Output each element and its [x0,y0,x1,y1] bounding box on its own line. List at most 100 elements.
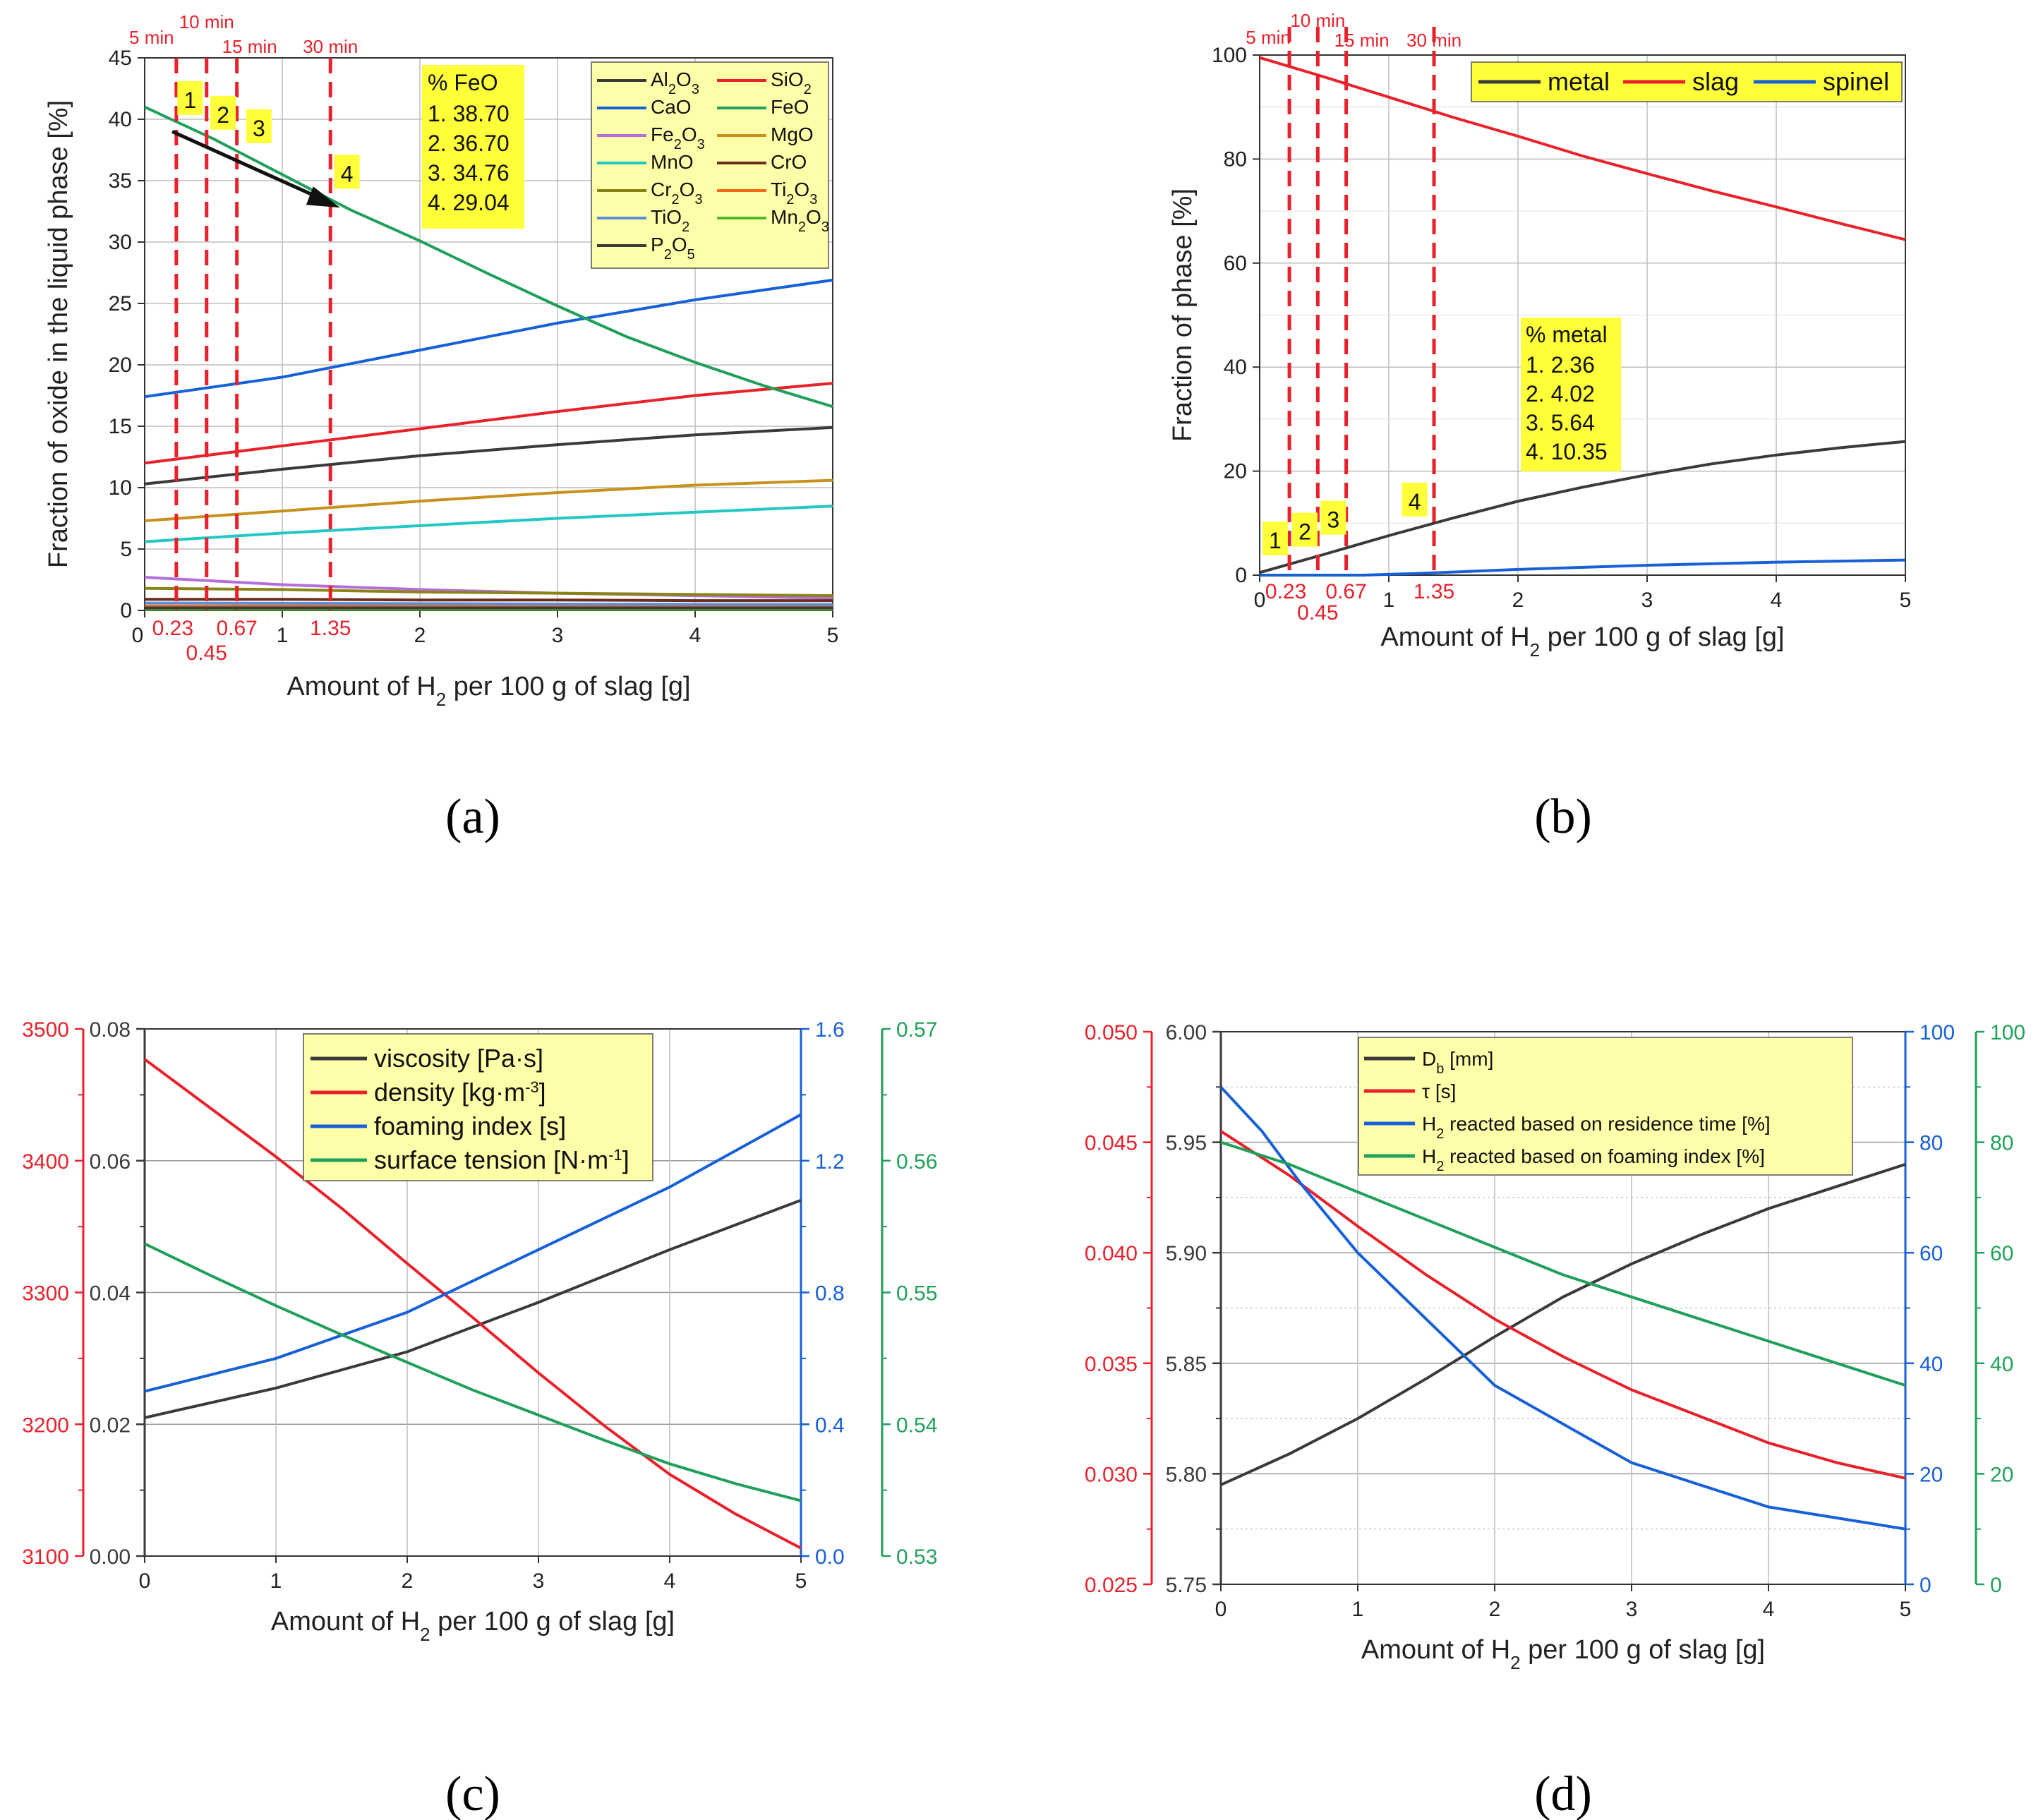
panel-d: 0 1 2 3 4 5 Amount of H2 per 100 g of slag [g]… [1085,1021,2025,1673]
marker-box [210,95,236,130]
axis-tick-label: 60 [1990,1242,2013,1265]
legend-item: MnO [651,151,694,173]
axis-tick-label: 1.6 [815,1018,845,1042]
marker-box [1292,512,1318,547]
x-axis-title: Amount of H2 per 100 g of slag [g] [1380,622,1784,661]
y-tick-label: 5 [120,538,132,561]
axis-tick-label: 80 [1990,1132,2013,1155]
x-value-label: 1.35 [310,617,351,640]
legend-box [591,61,829,269]
legend-item: foaming index [s] [374,1111,566,1140]
x-tick-label: 1 [1383,589,1395,612]
legend-item: H2 reacted based on residence time [%] [1422,1113,1771,1142]
x-tick-label: 3 [1641,589,1653,612]
time-label: 30 min [1406,30,1462,51]
metal-annotation-line: 4. 10.35 [1526,439,1608,464]
time-label: 15 min [222,36,277,57]
metal-annotation-box [1521,318,1621,471]
legend-item: CaO [651,96,692,118]
metal-annotation-line: 1. 2.36 [1526,352,1595,378]
y-tick-label: 0 [120,599,132,622]
series-MgO [144,478,833,522]
plot-frame [1259,54,1906,576]
time-label: 30 min [303,36,358,57]
axis-tick-label: 5.90 [1166,1242,1207,1265]
time-label: 5 min [129,27,174,48]
axis-tick-label: 0 [1920,1574,1931,1597]
marker-box [334,155,360,189]
feo-annotation-line: 2. 36.70 [428,131,510,156]
axis-tick-label: 0.0 [815,1545,845,1569]
axis-tick-label: 3100 [22,1545,69,1569]
x-value-label: 0.67 [216,617,257,640]
trend-arrow-head [306,186,340,208]
feo-annotation-line: 3. 34.76 [428,160,510,186]
series-foaming-index [144,1113,802,1393]
x-tick-label: 2 [1489,1598,1501,1621]
legend-box [1471,61,1903,102]
axis-tick-label: 0.56 [896,1150,937,1174]
series-tau [1219,1130,1906,1480]
y-tick-label: 45 [109,47,132,70]
trend-arrow-shaft [171,130,331,205]
x-value-label: 0.23 [152,617,193,640]
panel-label-a: (a) [445,790,500,844]
y-tick-label: 60 [1224,252,1247,275]
axis-tick-label: 0.045 [1085,1132,1138,1155]
series-TiO2 [144,601,833,606]
x-tick-label: 0 [139,1569,151,1593]
x-tick-label: 3 [1626,1598,1638,1621]
x-tick-label: 5 [1900,589,1912,612]
time-label: 15 min [1334,30,1390,51]
axis-tick-label: 40 [1920,1353,1943,1376]
axis-tick-label: 40 [1990,1353,2013,1376]
y-tick-label: 25 [109,292,132,315]
axis-tick-label: 5.75 [1166,1574,1207,1597]
axis-tick-label: 0.55 [896,1282,937,1306]
axis-tick-label: 0 [1990,1574,2002,1597]
series-H2-foaming [1220,1140,1906,1387]
panel-label-b: (b) [1534,790,1592,844]
axis-tick-label: 0.08 [90,1018,131,1042]
axis-tick-label: 0.57 [896,1018,937,1042]
series-slag [1259,56,1906,241]
panel-label-c: (c) [445,1767,500,1820]
time-label: 10 min [1290,10,1345,31]
y-axis-title: Fraction of oxide in the liquid phase [%… [44,100,73,568]
y-tick-label: 10 [109,476,132,500]
axis-tick-label: 60 [1920,1242,1943,1265]
x-axis-title: Amount of H2 per 100 g of slag [g] [287,672,690,710]
time-label: 10 min [179,11,234,32]
axis-tick-label: 0.025 [1085,1574,1138,1597]
x-tick-label: 4 [1771,589,1783,612]
marker-label: 1 [183,88,196,113]
axis-tick-label: 3400 [22,1150,69,1174]
y-tick-label: 20 [1224,460,1247,483]
axis-tick-label: 0.030 [1085,1463,1138,1486]
y-tick-label: 100 [1212,44,1247,67]
marker-label: 2 [1298,519,1311,545]
series-surface-tension [144,1242,802,1502]
x-value-label: 0.23 [1265,580,1306,603]
x-tick-label: 2 [1512,589,1524,612]
x-tick-label: 5 [827,624,839,647]
x-tick-label: 3 [533,1569,545,1593]
x-tick-label: 4 [664,1569,676,1593]
feo-annotation-line: 1. 38.70 [428,101,510,126]
legend-item: Cr2O3 [651,179,703,207]
axis-tick-label: 5.95 [1166,1132,1207,1155]
legend-item: spinel [1823,67,1889,96]
series-Cr2O3 [144,586,833,598]
y-tick-label: 40 [109,108,132,131]
legend-item: viscosity [Pa·s] [374,1044,543,1073]
x-tick-label: 4 [689,624,701,647]
legend-item: Mn2O3 [771,206,829,235]
legend-item: Ti2O3 [771,179,817,207]
x-value-label: 0.45 [186,641,227,665]
marker-box [1320,500,1346,535]
x-tick-label: 3 [552,624,564,647]
feo-annotation-line: 4. 29.04 [428,190,510,215]
legend-item: MgO [771,123,814,145]
